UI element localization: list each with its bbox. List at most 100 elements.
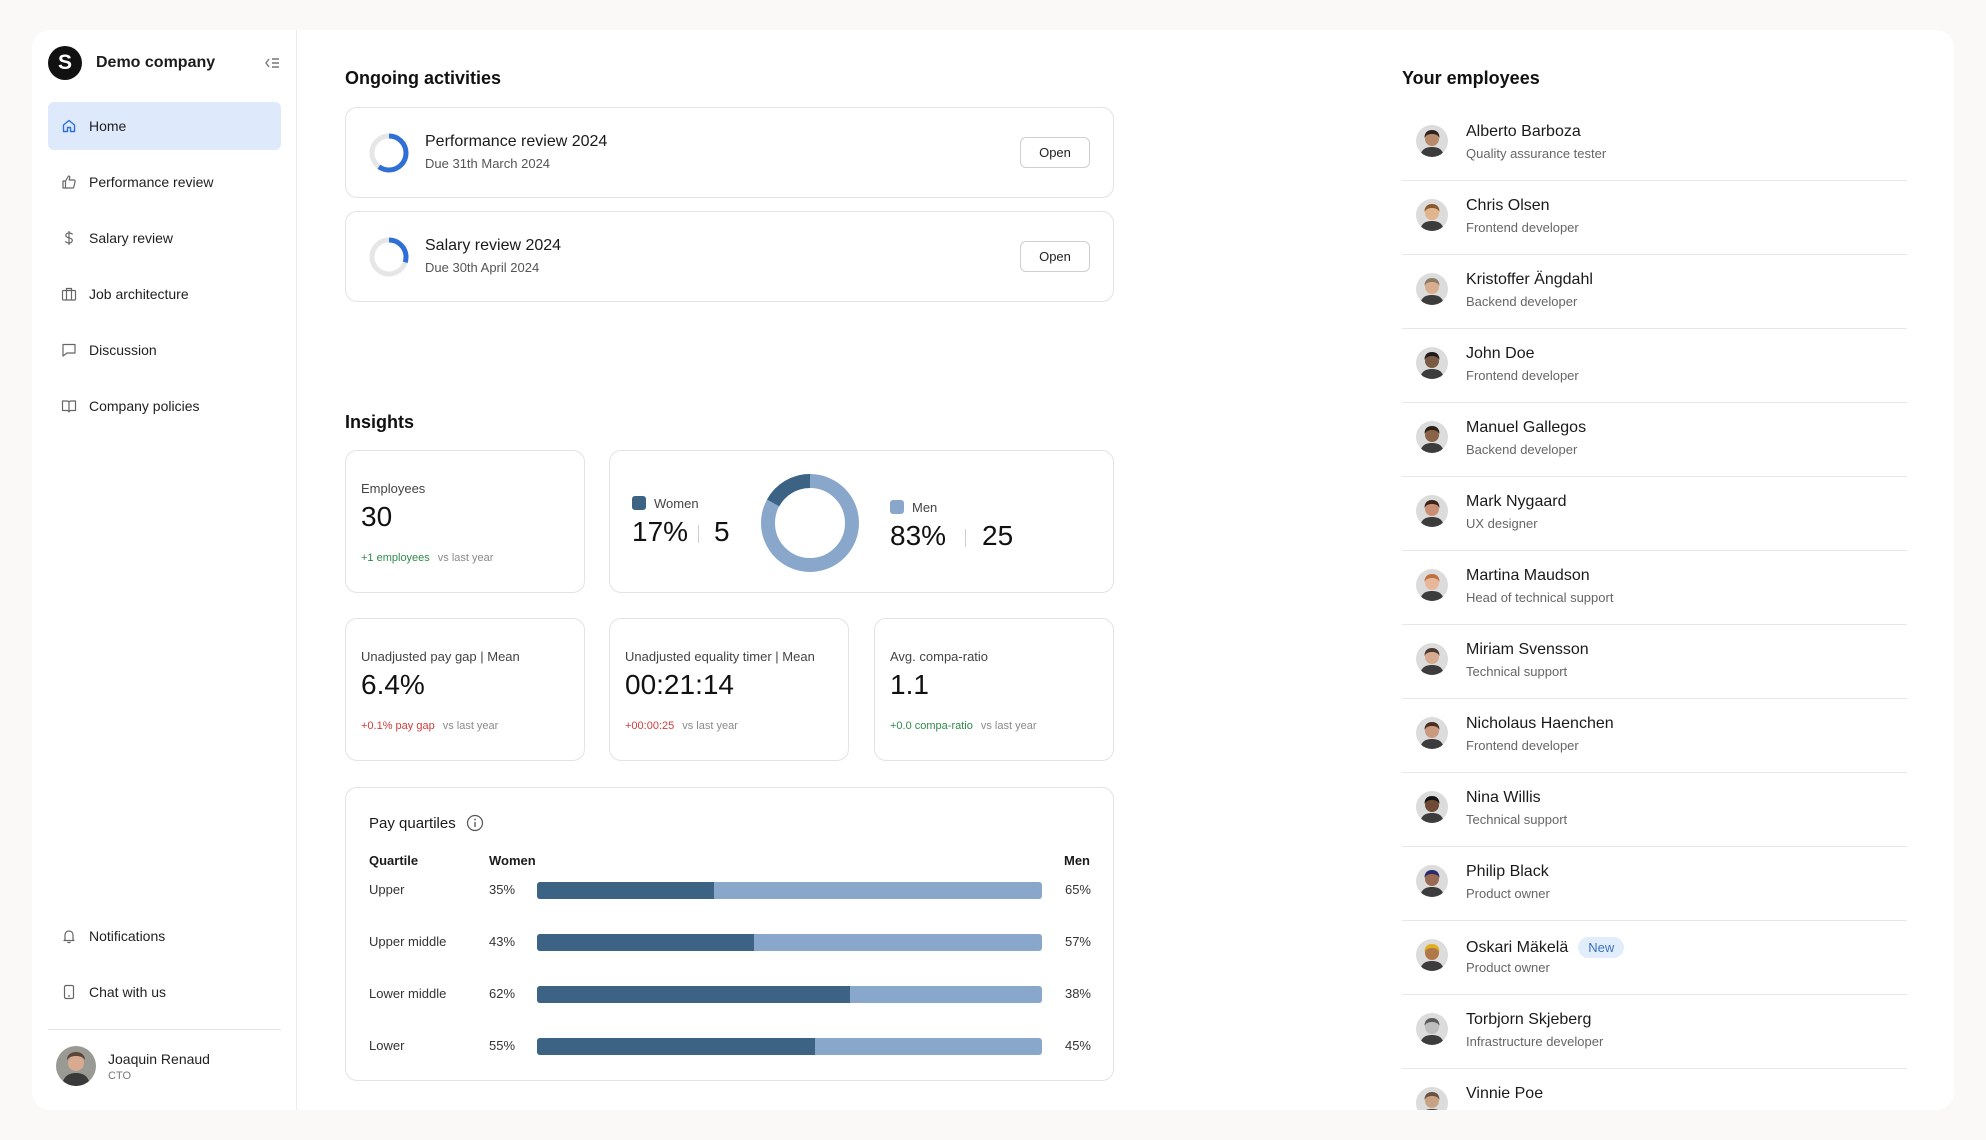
company-name: Demo company [96,54,216,71]
avatar [1416,273,1448,305]
stat-value: 30 [361,501,393,532]
women-bar-fill [537,882,714,899]
employee-name: Nicholaus Haenchen [1466,715,1614,732]
men-percent: 83% [890,520,947,551]
delta-value: +00:00:25 [625,720,675,732]
stat-delta: +0.1% pay gap vs last year [361,720,498,732]
compa-ratio-card: Avg. compa-ratio 1.1 +0.0 compa-ratio vs … [874,618,1114,761]
stat-label: Employees [361,481,426,496]
employee-list-item[interactable]: Vinnie Poe [1402,1069,1907,1110]
employee-name-row: Miriam Svensson [1466,641,1589,659]
pay-quartiles-label: Pay quartiles [369,814,456,832]
nav-item-home[interactable]: Home [48,102,281,150]
stat-delta: +00:00:25 vs last year [625,720,738,732]
men-legend: Men [890,500,937,515]
quartile-row: Upper middle 43% 57% [369,932,1091,952]
employee-name: Alberto Barboza [1466,123,1581,140]
nav-label: Chat with us [89,984,167,1000]
employee-name: Vinnie Poe [1466,1085,1544,1102]
employee-list-item[interactable]: Miriam Svensson Technical support [1402,625,1907,699]
activity-due-date: Due 30th April 2024 [425,260,540,275]
women-percent: 17% [632,516,689,547]
progress-ring [369,133,409,173]
employee-name: Mark Nygaard [1466,493,1567,510]
nav-label: Job architecture [89,286,189,302]
employee-name-row: Philip Black [1466,863,1549,881]
employee-list-item[interactable]: Nicholaus Haenchen Frontend developer [1402,699,1907,773]
nav-label: Performance review [89,174,214,190]
user-profile[interactable]: Joaquin Renaud CTO [56,1046,210,1086]
quartile-name: Upper middle [369,934,447,949]
delta-value: +0.1% pay gap [361,720,435,732]
company-switcher[interactable]: S Demo company [48,46,282,80]
women-bar-fill [537,986,851,1003]
nav-label: Home [89,118,127,134]
employee-name-row: Nicholaus Haenchen [1466,715,1614,733]
chat-bubble-icon [61,342,77,358]
employee-name: Chris Olsen [1466,197,1550,214]
stat-delta: +1 employees vs last year [361,552,493,564]
employee-role: Product owner [1466,960,1550,975]
divider [965,529,966,547]
nav-item-notifications[interactable]: Notifications [48,912,281,960]
employee-role: Backend developer [1466,294,1578,309]
employee-list-item[interactable]: Mark Nygaard UX designer [1402,477,1907,551]
new-badge: New [1578,937,1625,958]
col-header-quartile: Quartile [369,853,419,868]
quartile-row: Upper 35% 65% [369,880,1091,900]
avatar [1416,495,1448,527]
employee-list-item[interactable]: Alberto Barboza Quality assurance tester [1402,107,1907,181]
women-swatch [632,496,646,510]
employee-list-item[interactable]: Philip Black Product owner [1402,847,1907,921]
employee-list-item[interactable]: Chris Olsen Frontend developer [1402,181,1907,255]
employee-role: Technical support [1466,812,1568,827]
user-role: CTO [108,1069,132,1082]
sidebar: S Demo company Home Performance review [32,30,297,1110]
nav-item-job-architecture[interactable]: Job architecture [48,270,281,318]
employee-list-item[interactable]: Manuel Gallegos Backend developer [1402,403,1907,477]
avatar [1416,791,1448,823]
employee-role: UX designer [1466,516,1538,531]
pay-quartiles-card: Pay quartiles Quartile Women Men Upper 3… [345,787,1114,1081]
quartile-row: Lower 55% 45% [369,1036,1091,1056]
open-button[interactable]: Open [1020,241,1090,272]
delta-compare: vs last year [442,720,499,732]
dollar-icon [61,230,77,246]
nav-item-performance-review[interactable]: Performance review [48,158,281,206]
activity-due-date: Due 31th March 2024 [425,156,551,171]
nav-item-discussion[interactable]: Discussion [48,326,281,374]
employee-role: Head of technical support [1466,590,1614,605]
employee-name-row: Vinnie Poe [1466,1085,1543,1103]
collapse-sidebar-icon[interactable] [262,53,282,73]
employee-list-item[interactable]: Torbjorn Skjeberg Infrastructure develop… [1402,995,1907,1069]
info-icon[interactable] [466,814,484,832]
nav-item-salary-review[interactable]: Salary review [48,214,281,262]
employee-name: Nina Willis [1466,789,1541,806]
open-button[interactable]: Open [1020,137,1090,168]
employee-name: Torbjorn Skjeberg [1466,1011,1592,1028]
employee-list-item[interactable]: Kristoffer Ängdahl Backend developer [1402,255,1907,329]
donut-women-arc [761,474,859,572]
women-percent: 55% [489,1038,516,1053]
nav-item-company-policies[interactable]: Company policies [48,382,281,430]
employee-list-item[interactable]: Oskari Mäkelä New Product owner [1402,921,1907,995]
employee-name: Manuel Gallegos [1466,419,1587,436]
employee-list-item[interactable]: John Doe Frontend developer [1402,329,1907,403]
stat-value: 00:21:14 [625,669,734,700]
activity-title: Performance review 2024 [425,133,608,150]
avatar [1416,717,1448,749]
quartile-bar [537,934,1042,951]
stat-delta: +0.0 compa-ratio vs last year [890,720,1037,732]
employee-role: Infrastructure developer [1466,1034,1604,1049]
quartile-row: Lower middle 62% 38% [369,984,1091,1004]
employee-list-item[interactable]: Martina Maudson Head of technical suppor… [1402,551,1907,625]
nav-label: Company policies [89,398,200,414]
nav-item-chat-with-us[interactable]: Chat with us [48,968,281,1016]
stat-label: Unadjusted equality timer | Mean [625,649,815,664]
bell-icon [61,928,77,944]
company-logo: S [48,46,82,80]
quartile-name: Lower [369,1038,405,1053]
employee-list-item[interactable]: Nina Willis Technical support [1402,773,1907,847]
employee-role: Product owner [1466,886,1550,901]
quartile-name: Upper [369,882,405,897]
